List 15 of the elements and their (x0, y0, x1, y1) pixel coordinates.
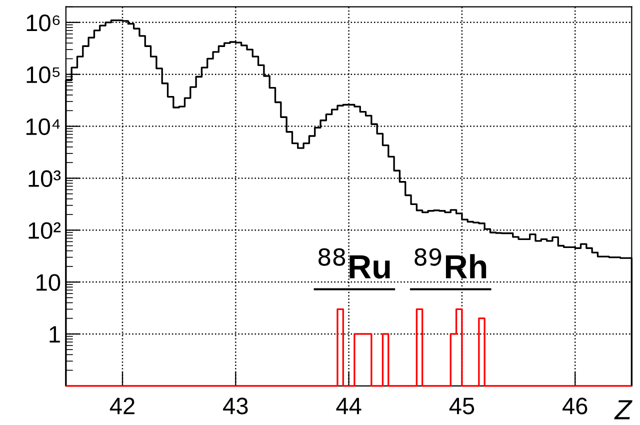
x-tick-label: 44 (336, 398, 362, 414)
x-tick-label: 46 (562, 398, 588, 414)
y-tick-label: 10 (36, 274, 60, 291)
y-tick-label: 10⁶ (26, 14, 60, 32)
x-axis-title: Z (614, 400, 632, 420)
annotation: $^{88}$Ru (318, 248, 390, 279)
x-tick-label: 45 (449, 398, 474, 414)
y-tick-label: 10² (28, 222, 61, 239)
annotation: $^{89}$Rh (414, 248, 486, 278)
y-tick-label: 10⁵ (26, 66, 60, 84)
y-tick-label: 1 (50, 326, 60, 343)
x-tick-label: 43 (223, 398, 248, 414)
x-tick-label: 42 (110, 398, 134, 414)
y-tick-label: 10³ (28, 170, 61, 187)
y-tick-label: 10⁴ (26, 118, 60, 136)
